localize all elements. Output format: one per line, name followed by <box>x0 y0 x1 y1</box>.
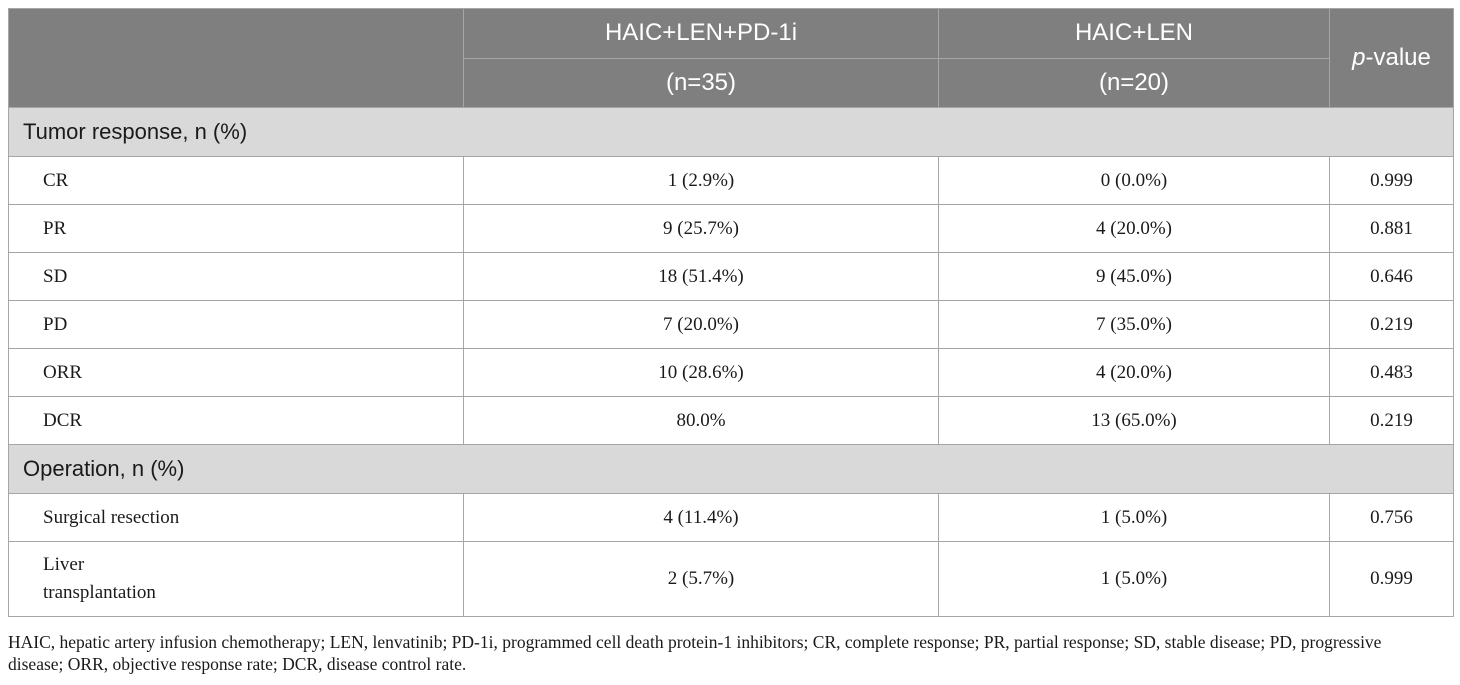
group1-value: 10 (28.6%) <box>463 348 939 397</box>
row-label: SD <box>8 252 464 301</box>
group1-value: 9 (25.7%) <box>463 204 939 253</box>
table-body: Tumor response, n (%) CR 1 (2.9%) 0 (0.0… <box>8 107 1454 617</box>
section-title: Tumor response, n (%) <box>8 107 1454 157</box>
group2-value: 9 (45.0%) <box>938 252 1330 301</box>
row-label: Surgical resection <box>8 493 464 542</box>
table-footnote: HAIC, hepatic artery infusion chemothera… <box>8 631 1458 675</box>
p-value: 0.999 <box>1329 541 1454 617</box>
header-group1-name: HAIC+LEN+PD-1i <box>463 8 939 59</box>
header-group2-n: (n=20) <box>938 57 1330 108</box>
row-label: PR <box>8 204 464 253</box>
p-value: 0.881 <box>1329 204 1454 253</box>
table-row: PR 9 (25.7%) 4 (20.0%) 0.881 <box>8 204 1454 253</box>
p-value: 0.219 <box>1329 300 1454 349</box>
row-label: PD <box>8 300 464 349</box>
footnote-line: disease; ORR, objective response rate; D… <box>8 654 467 674</box>
p-value: 0.646 <box>1329 252 1454 301</box>
p-value: 0.219 <box>1329 396 1454 445</box>
group2-value: 0 (0.0%) <box>938 156 1330 205</box>
group2-value: 4 (20.0%) <box>938 204 1330 253</box>
header-pvalue-p: p <box>1352 44 1366 71</box>
row-label-line1: Liver <box>43 554 85 575</box>
section-title: Operation, n (%) <box>8 444 1454 494</box>
table-row: Surgical resection 4 (11.4%) 1 (5.0%) 0.… <box>8 493 1454 542</box>
table-row: CR 1 (2.9%) 0 (0.0%) 0.999 <box>8 156 1454 205</box>
row-label: CR <box>8 156 464 205</box>
results-table: HAIC+LEN+PD-1i HAIC+LEN p-value (n=35) (… <box>8 8 1454 617</box>
p-value: 0.756 <box>1329 493 1454 542</box>
header-group2-name: HAIC+LEN <box>938 8 1330 59</box>
table-row: Liver transplantation 2 (5.7%) 1 (5.0%) 0… <box>8 541 1454 617</box>
table-row: ORR 10 (28.6%) 4 (20.0%) 0.483 <box>8 348 1454 397</box>
group1-value: 2 (5.7%) <box>463 541 939 617</box>
section-row-tumor-response: Tumor response, n (%) <box>8 107 1454 157</box>
group1-value: 18 (51.4%) <box>463 252 939 301</box>
row-label-line2: transplantation <box>43 582 156 603</box>
group1-value: 7 (20.0%) <box>463 300 939 349</box>
group2-value: 13 (65.0%) <box>938 396 1330 445</box>
header-group1-n: (n=35) <box>463 57 939 108</box>
table-row: SD 18 (51.4%) 9 (45.0%) 0.646 <box>8 252 1454 301</box>
row-label: ORR <box>8 348 464 397</box>
p-value: 0.999 <box>1329 156 1454 205</box>
header-empty-cell <box>8 8 464 108</box>
row-label: DCR <box>8 396 464 445</box>
header-pvalue: p-value <box>1329 8 1454 108</box>
table-header: HAIC+LEN+PD-1i HAIC+LEN p-value (n=35) (… <box>8 8 1454 108</box>
group1-value: 80.0% <box>463 396 939 445</box>
results-table-container: HAIC+LEN+PD-1i HAIC+LEN p-value (n=35) (… <box>8 8 1454 617</box>
group1-value: 4 (11.4%) <box>463 493 939 542</box>
footnote-line: HAIC, hepatic artery infusion chemothera… <box>8 632 1382 652</box>
group2-value: 4 (20.0%) <box>938 348 1330 397</box>
header-pvalue-suffix: -value <box>1365 44 1431 71</box>
table-row: PD 7 (20.0%) 7 (35.0%) 0.219 <box>8 300 1454 349</box>
group2-value: 7 (35.0%) <box>938 300 1330 349</box>
group2-value: 1 (5.0%) <box>938 493 1330 542</box>
group2-value: 1 (5.0%) <box>938 541 1330 617</box>
row-label: Liver transplantation <box>8 541 464 617</box>
section-row-operation: Operation, n (%) <box>8 444 1454 494</box>
p-value: 0.483 <box>1329 348 1454 397</box>
table-row: DCR 80.0% 13 (65.0%) 0.219 <box>8 396 1454 445</box>
group1-value: 1 (2.9%) <box>463 156 939 205</box>
